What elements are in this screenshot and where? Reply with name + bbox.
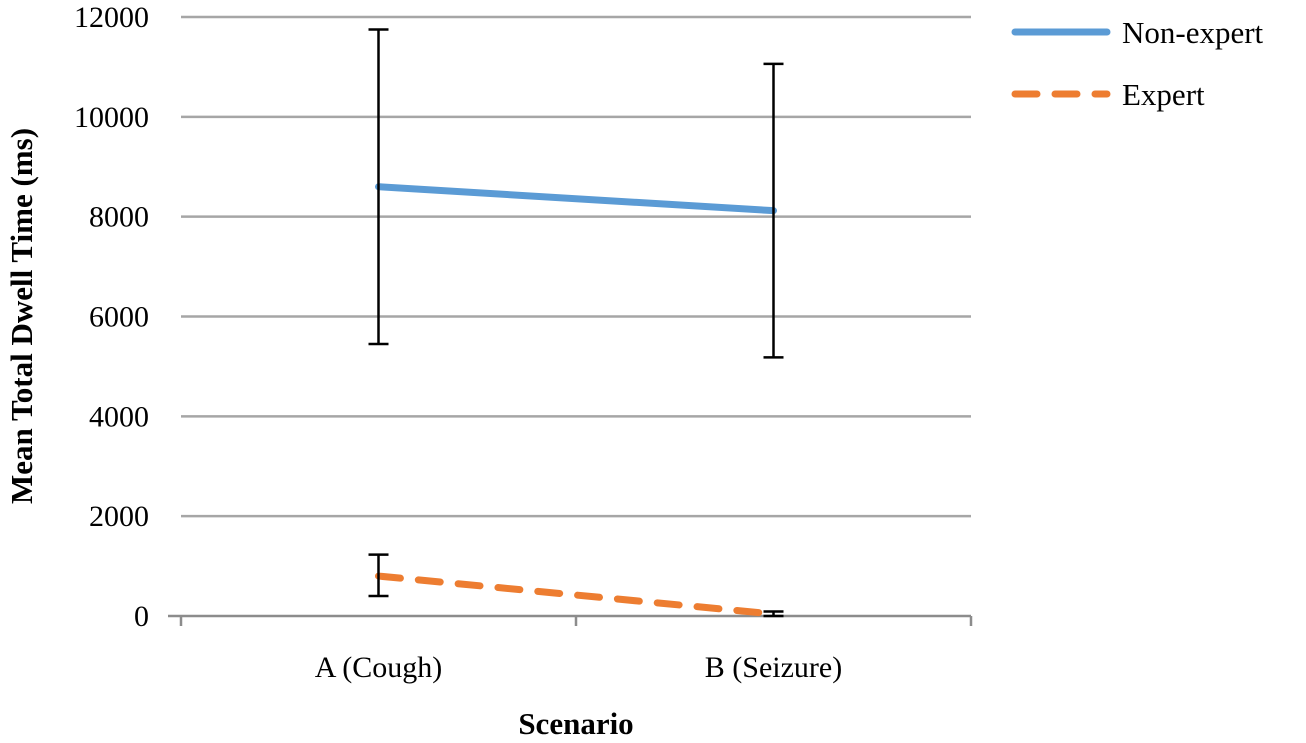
y-tick-label: 12000 (74, 1, 149, 34)
y-tick-labels: 0 2000 4000 6000 8000 10000 12000 (74, 1, 149, 633)
y-tick-label: 2000 (89, 500, 149, 533)
error-bars (368, 28, 784, 618)
x-axis-title: Scenario (518, 706, 633, 741)
y-tick-label: 6000 (89, 301, 149, 334)
gridlines (181, 15, 971, 518)
series-line-expert (375, 572, 777, 618)
legend-label: Expert (1122, 77, 1205, 112)
y-tick-label: 10000 (74, 101, 149, 134)
y-tick-label: 8000 (89, 201, 149, 234)
series-group (375, 183, 777, 618)
y-tick-label: 4000 (89, 400, 149, 433)
y-axis-title: Mean Total Dwell Time (ms) (4, 128, 39, 504)
x-category-label: A (Cough) (315, 651, 443, 684)
legend-label: Non-expert (1122, 15, 1264, 50)
axes (168, 614, 973, 626)
x-category-labels: A (Cough) B (Seizure) (315, 651, 842, 684)
x-category-label: B (Seizure) (705, 651, 842, 684)
y-tick-label: 0 (134, 600, 149, 633)
legend: Non-expert Expert (1011, 15, 1264, 112)
series-line-non-expert (375, 183, 777, 215)
